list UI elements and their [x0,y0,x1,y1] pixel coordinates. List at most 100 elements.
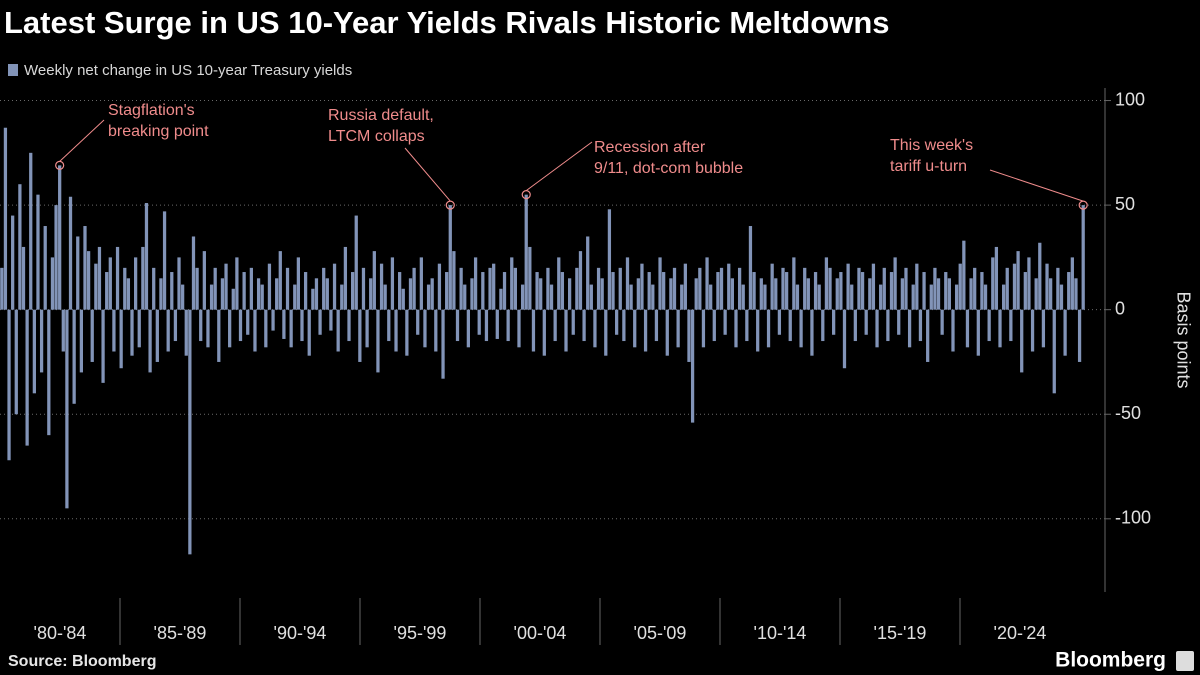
bar [716,272,720,310]
bar [437,263,442,310]
bar [282,309,286,339]
bar [828,267,832,310]
bar [289,309,293,348]
bar [423,309,427,348]
bar [477,309,481,335]
bar [987,309,991,342]
bar [557,257,561,310]
bar [904,267,908,310]
bar [756,309,760,352]
annotation-point [1078,200,1088,210]
bar [235,257,239,310]
bar [611,272,615,310]
bar [846,263,850,310]
bar [293,284,297,310]
bar [864,309,868,335]
bar [625,257,630,310]
bar [817,284,821,310]
bar [256,278,261,310]
bar [553,309,557,342]
bar [524,194,528,310]
chart-title: Latest Surge in US 10-Year Yields Rivals… [4,5,890,40]
bar [737,267,742,310]
bar [513,267,518,310]
bar [658,257,662,310]
bar [662,272,666,310]
bar [376,309,380,373]
annotation: breaking point [108,123,209,140]
bar [933,267,937,310]
bar [900,278,904,310]
bar [43,226,47,310]
bar [1063,309,1067,356]
bar [260,284,264,310]
bar [105,272,109,310]
bar [72,309,76,404]
bar [593,309,597,348]
bar [394,309,398,352]
bar [416,309,420,335]
bar [133,257,138,310]
bar [832,309,836,335]
bar [676,309,680,348]
bar [1009,309,1013,342]
bar [311,288,315,310]
x-tick-label: '15-'19 [874,623,927,643]
bar [763,284,767,310]
bar [998,309,1002,348]
bar [466,309,470,348]
annotation-leader [525,141,593,192]
bar [680,284,684,310]
bar [108,257,112,310]
x-tick-label: '80-'84 [34,623,87,643]
bar [546,267,550,310]
bar [578,251,583,310]
bar [383,284,387,310]
bar [839,272,843,310]
bar [709,284,713,310]
bar [495,309,499,339]
x-tick-label: '90-'94 [274,623,327,643]
bar [61,309,65,352]
bar [228,309,232,348]
bar [130,309,134,356]
bar [719,267,724,310]
bar [1074,278,1078,310]
bar [871,263,876,310]
annotation: Recession after [594,139,706,156]
bar [629,284,633,310]
bar [379,263,384,310]
bar [1049,278,1053,310]
annotation: 9/11, dot-com bubble [594,160,743,177]
x-tick-label: '95-'99 [394,623,447,643]
annotation: Stagflation's [108,102,195,119]
bar [567,278,572,310]
bar [712,309,716,342]
bar [835,278,839,310]
bar [340,284,344,310]
bar [622,309,626,342]
bar [705,257,709,310]
bar [220,278,225,310]
bar [687,309,691,362]
x-tick-label: '85-'89 [154,623,207,643]
bar [745,309,749,342]
bar [1045,263,1049,310]
bar [517,309,521,348]
bar [488,267,492,310]
bar [181,284,185,310]
bar [0,267,4,310]
bar [148,309,152,373]
bar [889,272,894,310]
bar [860,272,865,310]
annotation-leader [404,147,451,202]
bar [434,309,438,352]
bar [177,257,181,310]
annotation: tariff u-turn [890,158,967,175]
bar [560,272,565,310]
bar [303,272,308,310]
bar [582,309,586,342]
bar [441,309,445,379]
bar [824,257,829,310]
bar [3,127,8,310]
